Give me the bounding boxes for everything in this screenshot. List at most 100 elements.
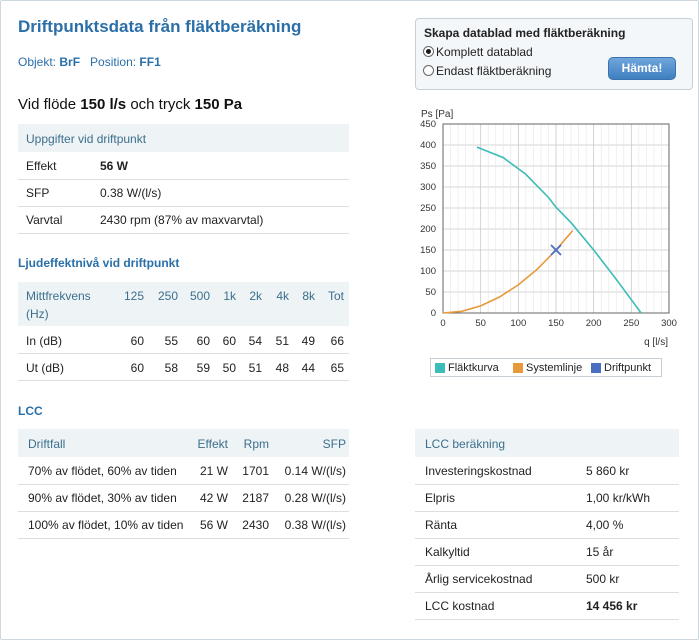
cell: 60 [196, 334, 210, 348]
x-tick-label: 250 [623, 318, 639, 329]
legend-driftpunkt: Driftpunkt [604, 362, 652, 374]
operating-point-marker [550, 244, 562, 256]
row-value: 1,00 kr/kWh [586, 491, 651, 505]
hamta-button[interactable]: Hämta! [608, 57, 676, 80]
legend-systemlinje: Systemlinje [526, 362, 583, 374]
cell: 58 [164, 361, 178, 375]
cell-sfp: 0.28 W/(l/s) [284, 491, 346, 505]
lcc-calc-row: Årlig servicekostnad 500 kr [415, 565, 679, 593]
lcc-calc-row: Investeringskostnad 5 860 kr [415, 457, 679, 485]
radio-endast-label[interactable]: Endast fläktberäkning [436, 64, 552, 78]
ljud-col-label: Mittfrekvens [26, 289, 91, 303]
freq-1k: 1k [223, 289, 236, 303]
lcc-calc-row: Elpris 1,00 kr/kWh [415, 484, 679, 512]
x-tick-label: 100 [510, 318, 526, 329]
lcc-calc-row-total: LCC kostnad 14 456 kr [415, 592, 679, 620]
cell-effekt: 42 W [199, 491, 228, 505]
ljud-col-unit: (Hz) [26, 307, 49, 321]
freq-500: 500 [189, 289, 210, 303]
cell: 60 [130, 334, 144, 348]
cell: 51 [248, 361, 262, 375]
legend-swatch-driftpunkt [591, 363, 601, 373]
row-label: Kalkyltid [425, 545, 470, 559]
x-tick-label: 0 [440, 318, 445, 329]
row-label: Ränta [425, 518, 458, 532]
datablad-title: Skapa datablad med fläktberäkning [424, 26, 626, 40]
cell-effekt: 21 W [199, 464, 228, 478]
flow-prefix: Vid flöde [18, 96, 77, 113]
y-tick-label: 400 [420, 140, 436, 151]
cell: 54 [248, 334, 262, 348]
cell-sfp: 0.38 W/(l/s) [284, 518, 346, 532]
driftpunkt-row-varvtal: Varvtal 2430 rpm (87% av maxvarvtal) [18, 206, 349, 234]
lcc-header: Driftfall Effekt Rpm SFP [18, 429, 349, 457]
row-value: 14 456 kr [586, 599, 638, 613]
object-value: BrF [59, 55, 81, 69]
lcc-calc-header: LCC beräkning [415, 429, 679, 457]
freq-250: 250 [157, 289, 178, 303]
ljud-row-ut: Ut (dB) 60 58 59 50 51 48 44 65 [18, 353, 349, 381]
cell-effekt: 56 W [199, 518, 228, 532]
ljud-header: Mittfrekvens (Hz) 125 250 500 1k 2k 4k 8… [18, 282, 349, 326]
cell: 55 [164, 334, 178, 348]
row-value: 56 W [100, 159, 129, 173]
cell-sfp: 0.14 W/(l/s) [284, 464, 346, 478]
y-tick-label: 50 [425, 287, 436, 298]
row-label: Investeringskostnad [425, 464, 532, 478]
cell: 60 [222, 334, 236, 348]
cell: 60 [130, 361, 144, 375]
row-label: SFP [26, 186, 50, 200]
col-rpm: Rpm [243, 437, 269, 451]
y-tick-label: 450 [420, 119, 436, 130]
cell-rpm: 2430 [242, 518, 269, 532]
lcc-heading: LCC [18, 404, 43, 418]
radio-komplett[interactable] [423, 46, 434, 57]
radio-endast[interactable] [423, 65, 434, 76]
ljud-heading: Ljudeffektnivå vid driftpunkt [18, 256, 180, 270]
position-value: FF1 [139, 55, 161, 69]
pressure-mid: och tryck [130, 96, 191, 113]
x-axis-label: q [l/s] [644, 337, 668, 348]
pressure-value: 150 Pa [194, 96, 243, 113]
chart-legend: Fläktkurva Systemlinje Driftpunkt [430, 358, 662, 377]
radio-komplett-label[interactable]: Komplett datablad [436, 45, 533, 59]
row-label: Ut (dB) [26, 361, 65, 375]
fan-chart: Ps [Pa] q [l/s] 0 50 100 150 200 250 300 0 50 100… [420, 109, 677, 348]
row-value: 500 kr [586, 572, 620, 586]
freq-4k: 4k [276, 289, 289, 303]
legend-flaktkurva: Fläktkurva [448, 362, 499, 374]
cell-driftfall: 70% av flödet, 60% av tiden [28, 464, 177, 478]
x-tick-label: 150 [548, 318, 564, 329]
plot-border [442, 123, 670, 314]
cell-rpm: 2187 [242, 491, 269, 505]
lcc-calc-row: Kalkyltid 15 år [415, 538, 679, 566]
cell-driftfall: 90% av flödet, 30% av tiden [28, 491, 177, 505]
legend-swatch-flaktkurva [435, 363, 445, 373]
driftpunkt-heading: Uppgifter vid driftpunkt [26, 132, 147, 146]
cell: 51 [275, 334, 289, 348]
row-value: 4,00 % [586, 518, 624, 532]
row-label: Effekt [26, 159, 57, 173]
y-tick-label: 200 [420, 224, 436, 235]
lcc-calc-row: Ränta 4,00 % [415, 511, 679, 539]
ljud-row-in: In (dB) 60 55 60 60 54 51 49 66 [18, 326, 349, 354]
freq-2k: 2k [249, 289, 262, 303]
row-label: LCC kostnad [425, 599, 495, 613]
object-line: Objekt: BrF Position: FF1 [18, 55, 161, 69]
driftpunkt-row-effekt: Effekt 56 W [18, 152, 349, 180]
row-label: Årlig servicekostnad [425, 572, 533, 586]
cell: 48 [275, 361, 289, 375]
lcc-row: 100% av flödet, 10% av tiden 56 W 2430 0… [18, 511, 349, 539]
y-axis-label: Ps [Pa] [421, 109, 453, 120]
legend-swatch-systemlinje [513, 363, 523, 373]
x-tick-label: 200 [586, 318, 602, 329]
y-tick-label: 350 [420, 161, 436, 172]
lcc-row: 70% av flödet, 60% av tiden 21 W 1701 0.… [18, 457, 349, 485]
cell: 50 [222, 361, 236, 375]
cell: 44 [301, 361, 315, 375]
series-line-fläktkurva [476, 146, 642, 314]
cell: 49 [301, 334, 315, 348]
cell: 65 [330, 361, 344, 375]
cell-driftfall: 100% av flödet, 10% av tiden [28, 518, 184, 532]
y-tick-label: 150 [420, 245, 436, 256]
